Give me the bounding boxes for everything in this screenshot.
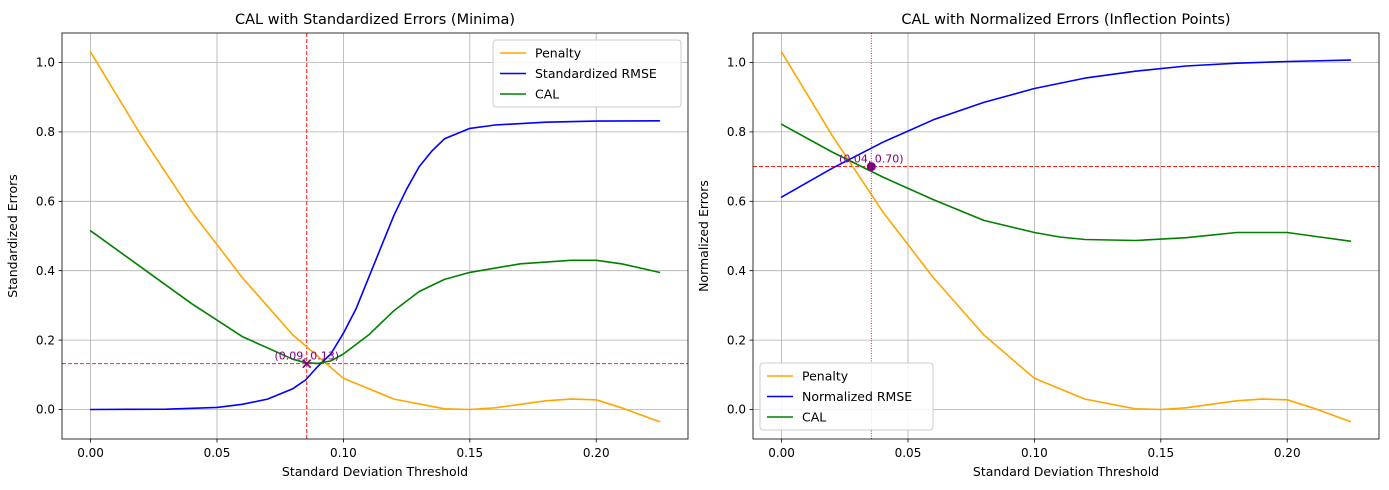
y-tick-label: 0.6: [727, 194, 746, 208]
y-tick-label: 0.6: [36, 194, 55, 208]
y-tick-label: 0.4: [727, 264, 746, 278]
y-tick-label: 0.0: [36, 403, 55, 417]
x-tick-label: 0.05: [895, 446, 922, 460]
axes-frame: [61, 32, 689, 440]
x-tick-label: 0.00: [77, 446, 104, 460]
legend: Penalty Normalized RMSE CAL: [759, 362, 934, 431]
y-axis-label: Standardized Errors: [5, 174, 20, 297]
series-line-cal: [89, 230, 661, 365]
legend-box: [759, 362, 934, 431]
y-tick-label: 0.8: [727, 125, 746, 139]
chart-title: CAL with Normalized Errors (Inflection P…: [901, 12, 1230, 28]
y-tick-label: 1.0: [36, 56, 55, 70]
x-axis-label: Standard Deviation Threshold: [973, 464, 1159, 479]
x-tick-label: 0.05: [204, 446, 231, 460]
chart-1: (0.09, 0.13) 0.00 0.05 0.10 0.15 0.20 0.0 0.2 0.…: [5, 12, 689, 479]
marker-annotation: (0.04, 0.70): [839, 153, 904, 166]
y-tick-label: 0.0: [727, 403, 746, 417]
legend-entry-standardized-rmse: Standardized RMSE: [535, 66, 657, 81]
legend-entry-cal: CAL: [802, 410, 826, 425]
series-line-cal: [780, 123, 1352, 242]
y-tick-label: 1.0: [727, 56, 746, 70]
series-line-standardized-rmse: [89, 120, 661, 411]
x-tick-label: 0.15: [456, 446, 483, 460]
x-tick-label: 0.10: [330, 446, 357, 460]
series-line-penalty: [89, 51, 661, 423]
y-tick-label: 0.8: [36, 125, 55, 139]
inflection-point-marker: [866, 162, 876, 172]
legend-entry-penalty: Penalty: [802, 369, 849, 384]
legend: Penalty Standardized RMSE CAL: [492, 39, 682, 108]
y-tick-label: 0.2: [36, 333, 55, 347]
x-tick-label: 0.15: [1147, 446, 1174, 460]
x-axis-label: Standard Deviation Threshold: [282, 464, 468, 479]
chart-title: CAL with Standardized Errors (Minima): [235, 12, 515, 28]
y-tick-label: 0.4: [36, 264, 55, 278]
y-axis-label: Normalized Errors: [696, 180, 711, 292]
minimum-marker: [302, 359, 312, 369]
x-tick-label: 0.10: [1021, 446, 1048, 460]
legend-entry-normalized-rmse: Normalized RMSE: [802, 389, 912, 404]
x-tick-label: 0.00: [768, 446, 795, 460]
legend-entry-penalty: Penalty: [535, 46, 582, 61]
y-tick-label: 0.2: [727, 333, 746, 347]
marker-annotation: (0.09, 0.13): [274, 350, 339, 363]
legend-box: [492, 39, 682, 108]
x-tick-label: 0.20: [1274, 446, 1301, 460]
chart-2: (0.04, 0.70) 0.00 0.05 0.10 0.15 0.20 0.0 0.2 0.…: [696, 12, 1380, 479]
legend-entry-cal: CAL: [535, 87, 559, 102]
series-line-penalty: [780, 51, 1352, 423]
x-tick-label: 0.20: [583, 446, 610, 460]
series-line-normalized-rmse: [780, 59, 1352, 198]
axes-frame: [752, 32, 1380, 440]
